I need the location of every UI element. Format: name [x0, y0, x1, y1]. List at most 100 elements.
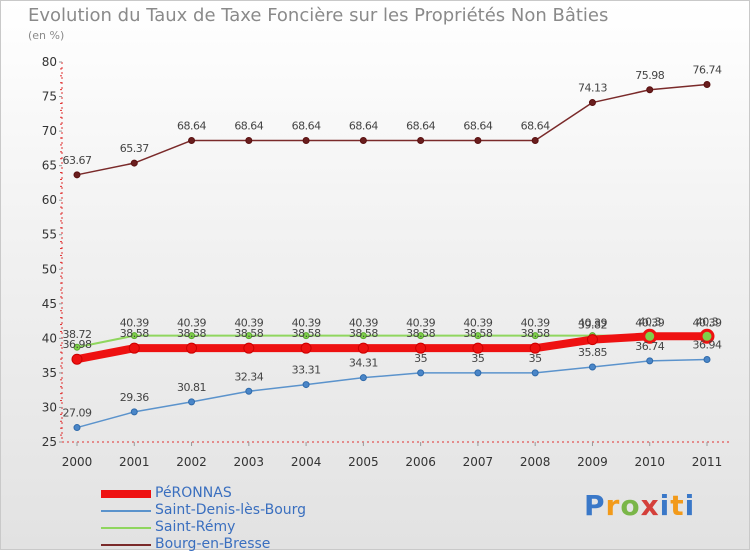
data-label-saint-denis-l-s-bourg: 36.94 [693, 339, 722, 352]
data-point-p-ronnas [71, 353, 83, 365]
data-point-saint-denis-l-s-bourg [703, 356, 711, 364]
logo-letter: o [620, 489, 641, 522]
data-point-saint-r-my [245, 332, 253, 340]
logo-letter: r [605, 489, 621, 522]
data-label-saint-denis-l-s-bourg: 36.74 [635, 340, 664, 353]
data-point-p-ronnas [300, 342, 312, 354]
logo-letter: x [640, 489, 660, 522]
data-label-saint-denis-l-s-bourg: 33.31 [292, 364, 321, 377]
data-label-bourg-en-bresse: 68.64 [349, 119, 378, 132]
data-label-saint-r-my: 40.39 [406, 317, 435, 330]
legend-swatch-peronnas [101, 489, 151, 498]
data-point-p-ronnas [642, 328, 658, 344]
data-point-saint-r-my [130, 332, 138, 340]
y-tick-label: 35 [42, 366, 57, 380]
data-label-p-ronnas: 40.3 [696, 315, 719, 328]
legend-swatch-saint-denis [101, 509, 151, 512]
data-point-p-ronnas [415, 342, 427, 354]
x-tick-label: 2010 [634, 455, 665, 469]
legend-label: Bourg-en-Bresse [155, 536, 271, 552]
data-point-p-ronnas [128, 342, 140, 354]
data-label-saint-denis-l-s-bourg: 35 [471, 352, 484, 365]
data-label-p-ronnas: 36.98 [63, 338, 92, 351]
data-point-bourg-en-bresse [588, 99, 596, 107]
x-tick-label: 2008 [520, 455, 551, 469]
x-tick-label: 2004 [291, 455, 322, 469]
y-tick-label: 45 [42, 297, 57, 311]
data-label-bourg-en-bresse: 75.98 [635, 69, 664, 82]
y-tick-label: 75 [42, 90, 57, 104]
data-point-saint-denis-l-s-bourg [359, 374, 367, 382]
data-label-bourg-en-bresse: 68.64 [292, 119, 321, 132]
data-label-p-ronnas: 38.58 [349, 327, 378, 340]
data-labels-layer: 63.67 65.37 68.64 68.64 68.64 68.64 68.64 68.64… [63, 64, 723, 420]
data-point-bourg-en-bresse [646, 86, 654, 94]
data-label-saint-denis-l-s-bourg: 35 [414, 352, 427, 365]
data-point-saint-denis-l-s-bourg [302, 381, 310, 389]
data-label-saint-r-my: 40.39 [349, 317, 378, 330]
data-point-p-ronnas [529, 342, 541, 354]
logo-letter: i [684, 489, 696, 522]
legend-swatch-saint-remy [101, 526, 151, 529]
data-label-p-ronnas: 38.58 [234, 327, 263, 340]
series-line-p-ronnas [73, 332, 711, 364]
x-tick-label: 2001 [119, 455, 150, 469]
y-tick-label: 60 [42, 193, 57, 207]
data-label-saint-r-my: 40.39 [177, 317, 206, 330]
y-tick-label: 55 [42, 228, 57, 242]
data-label-saint-r-my: 40.39 [521, 317, 550, 330]
data-label-bourg-en-bresse: 68.64 [234, 119, 263, 132]
data-point-saint-denis-l-s-bourg [646, 357, 654, 365]
logo-letter: P [584, 489, 606, 522]
data-label-saint-denis-l-s-bourg: 35 [529, 352, 542, 365]
data-point-saint-denis-l-s-bourg [474, 369, 482, 377]
data-label-saint-denis-l-s-bourg: 34.31 [349, 357, 378, 370]
data-label-p-ronnas: 38.58 [463, 327, 492, 340]
data-label-p-ronnas: 39.82 [578, 319, 607, 332]
data-point-p-ronnas [243, 342, 255, 354]
data-point-p-ronnas [472, 342, 484, 354]
data-point-saint-r-my [73, 343, 81, 351]
data-label-saint-r-my: 40.39 [635, 317, 664, 330]
data-point-p-ronnas [699, 328, 715, 344]
data-label-bourg-en-bresse: 74.13 [578, 82, 607, 95]
legend-label: Saint-Denis-lès-Bourg [155, 502, 307, 518]
y-tick-label: 65 [42, 159, 57, 173]
x-tick-label: 2009 [577, 455, 608, 469]
data-point-bourg-en-bresse [245, 136, 253, 144]
x-tick-label: 2011 [692, 455, 723, 469]
data-label-bourg-en-bresse: 76.74 [693, 64, 722, 77]
y-tick-label: 30 [42, 400, 57, 414]
y-tick-label: 40 [42, 331, 57, 345]
data-point-p-ronnas [357, 342, 369, 354]
y-tick-label: 80 [42, 55, 57, 69]
data-label-p-ronnas: 38.58 [120, 327, 149, 340]
data-label-saint-r-my: 38.72 [63, 328, 92, 341]
data-label-bourg-en-bresse: 68.64 [177, 119, 206, 132]
data-point-bourg-en-bresse [531, 136, 539, 144]
legend-label: Saint-Rémy [155, 519, 236, 535]
data-label-p-ronnas: 38.58 [521, 327, 550, 340]
data-label-saint-denis-l-s-bourg: 27.09 [63, 407, 92, 420]
logo-letter: t [670, 489, 685, 522]
data-label-p-ronnas: 38.58 [292, 327, 321, 340]
data-point-p-ronnas [586, 334, 598, 346]
data-point-saint-denis-l-s-bourg [130, 408, 138, 416]
legend-label: PéRONNAS [155, 485, 232, 501]
data-point-saint-r-my [417, 332, 425, 340]
data-point-saint-r-my [302, 332, 310, 340]
data-label-saint-denis-l-s-bourg: 35.85 [578, 346, 607, 359]
data-label-p-ronnas: 38.58 [177, 327, 206, 340]
data-point-bourg-en-bresse [703, 81, 711, 89]
series-line-saint-denis-l-s-bourg [76, 358, 708, 429]
data-label-saint-r-my: 40.39 [463, 317, 492, 330]
x-tick-label: 2007 [463, 455, 494, 469]
chart-title: Evolution du Taux de Taxe Foncière sur l… [28, 5, 609, 26]
data-point-saint-denis-l-s-bourg [588, 363, 596, 371]
x-tick-label: 2000 [62, 455, 93, 469]
data-point-saint-denis-l-s-bourg [245, 387, 253, 395]
data-point-bourg-en-bresse [302, 136, 310, 144]
data-point-bourg-en-bresse [188, 136, 196, 144]
data-point-bourg-en-bresse [73, 171, 81, 179]
